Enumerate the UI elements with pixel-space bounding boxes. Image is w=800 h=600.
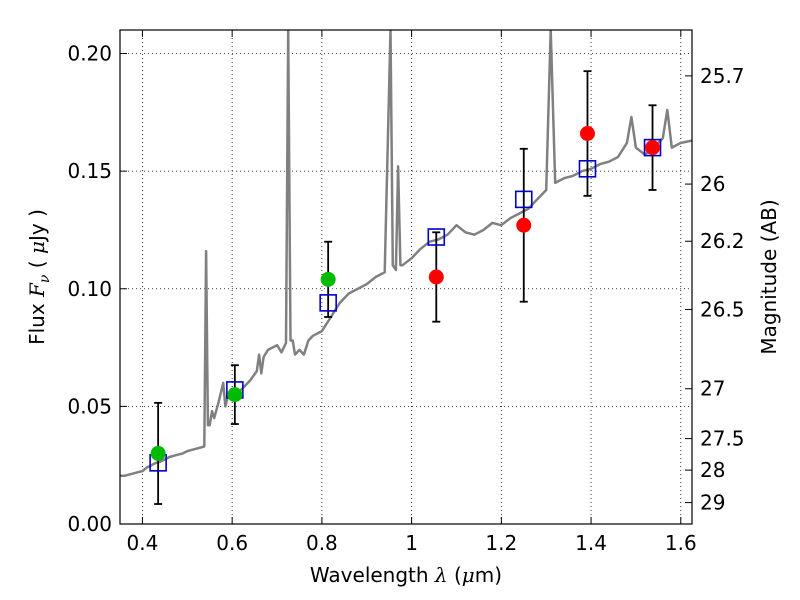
model-square-point [578,159,597,178]
y2-tick-label: 25.7 [700,64,745,88]
y-tick-label: 0.20 [67,42,112,66]
y2-tick-label: 27 [700,377,725,401]
y-tick-label: 0.00 [67,512,112,536]
model-square-point [643,138,662,157]
plot-frame [119,29,693,525]
y-tick-label: 0.15 [67,159,112,183]
y-axis-label: Flux Fν ( μJy ) [25,209,53,345]
x-tick-label: 1 [405,531,418,555]
x-tick-label: 1.6 [665,531,697,555]
tick-labels: 0.4 0.6 0.8 1 1.2 1.4 1.6 0.00 0.05 0.10 0.15 0.20 2… [67,42,744,555]
data-markers [149,126,662,472]
y2-tick-label: 26 [700,172,725,196]
y2-tick-label: 28 [700,458,725,482]
observed-point [645,140,661,156]
x-tick-label: 0.8 [306,531,338,555]
observed-point [320,271,336,287]
x-tick-label: 0.4 [127,531,159,555]
observed-point [150,445,166,461]
x-axis-label: Wavelength λ (μm) [310,563,502,587]
observed-point [428,269,444,285]
y2-tick-label: 27.5 [700,427,745,451]
model-square-point [319,294,337,312]
model-spectrum [120,30,692,478]
plot-background [120,30,692,524]
axis-ticks [120,30,692,525]
model-square-point [514,190,533,209]
y2-tick-label: 26.5 [700,297,745,321]
x-tick-label: 1.2 [485,531,517,555]
x-tick-label: 1.4 [575,531,607,555]
y2-tick-label: 26.2 [700,229,745,253]
y2-tick-label: 29 [700,491,725,515]
spectrum-line [120,30,692,478]
y-tick-label: 0.10 [67,277,112,301]
y-tick-label: 0.05 [67,394,112,418]
model-square-point [427,228,446,246]
x-tick-label: 0.6 [216,531,248,555]
y2-axis-label: Magnitude (AB) [757,199,781,354]
observed-point [579,126,595,142]
observed-point [516,217,532,233]
observed-point [227,387,243,403]
